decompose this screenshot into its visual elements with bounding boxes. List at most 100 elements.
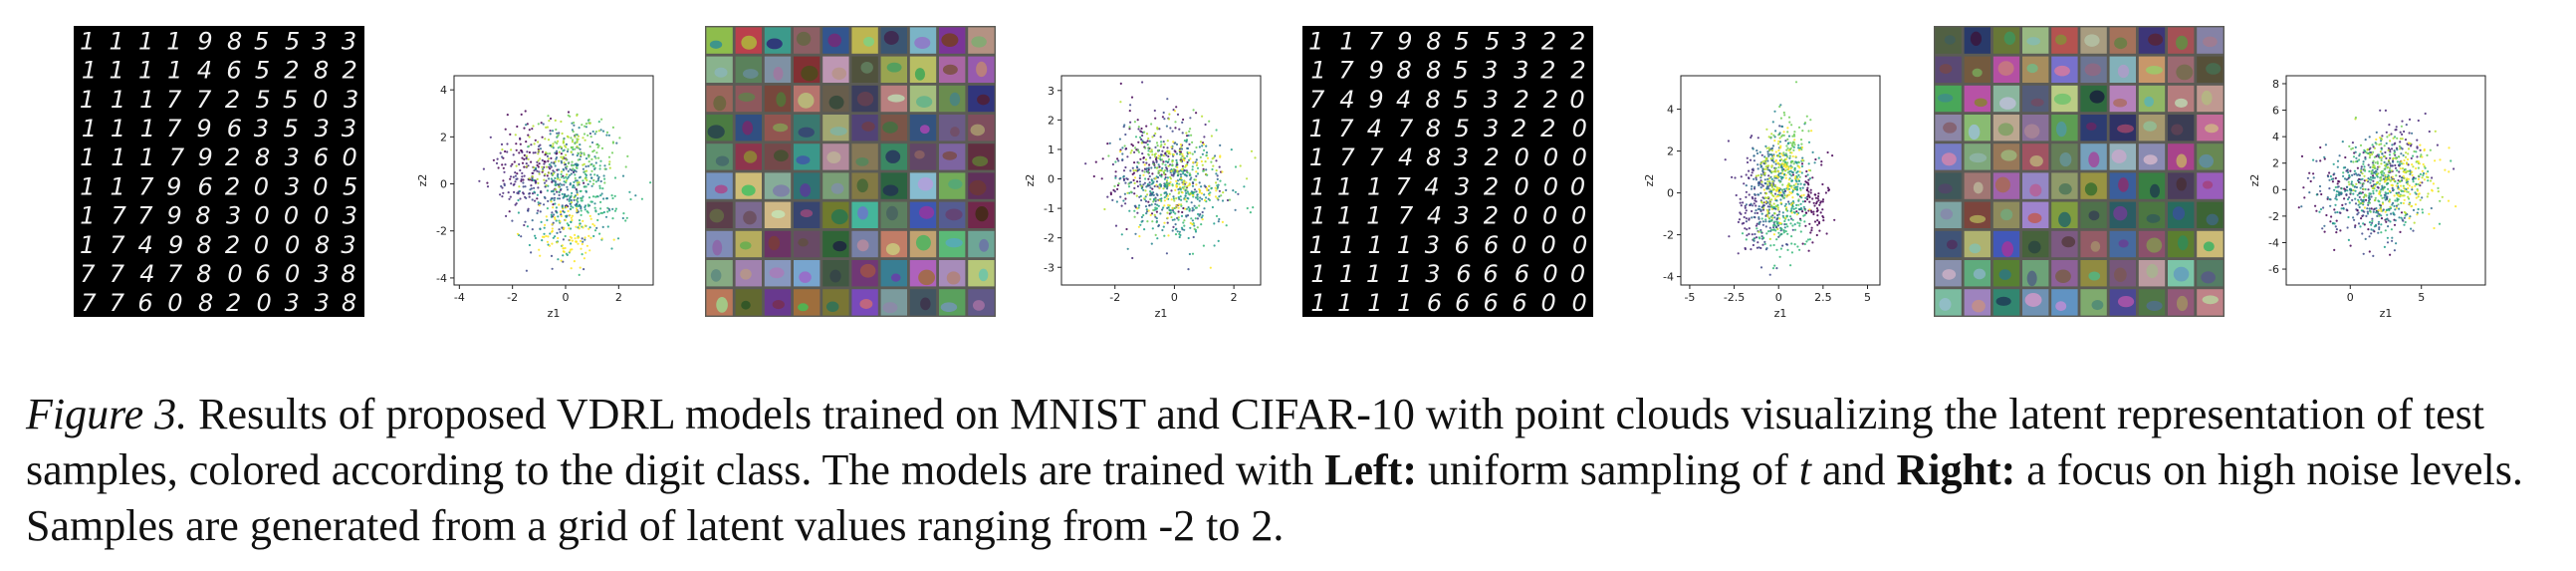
scatter-point	[2411, 173, 2414, 176]
scatter-point	[585, 210, 588, 213]
scatter-point	[1776, 186, 1779, 189]
scatter-point	[2431, 189, 2434, 192]
scatter-point	[1767, 136, 1770, 139]
scatter-point	[1792, 188, 1795, 191]
scatter-point	[2422, 173, 2425, 176]
scatter-point	[1780, 232, 1783, 235]
scatter-point	[1807, 193, 1810, 196]
scatter-point	[1741, 232, 1745, 235]
generated-image-tile	[735, 289, 762, 316]
scatter-point	[2392, 160, 2395, 163]
scatter-point	[595, 151, 598, 154]
generated-image-tile	[1992, 56, 2020, 83]
scatter-point	[1743, 221, 1746, 224]
scatter-point	[2360, 167, 2363, 170]
scatter-point	[1215, 189, 1218, 192]
scatter-point	[1779, 201, 1782, 204]
scatter-point	[566, 185, 569, 188]
generated-image-tile	[2109, 85, 2136, 113]
scatter-point	[516, 172, 519, 175]
scatter-point	[2347, 170, 2350, 174]
scatter-point	[1773, 166, 1776, 169]
scatter-point	[2355, 185, 2358, 189]
generated-image-tile	[2109, 27, 2136, 54]
scatter-point	[551, 130, 555, 133]
scatter-point	[568, 197, 572, 201]
scatter-point	[1751, 209, 1754, 213]
scatter-point	[2385, 162, 2388, 165]
scatter-point	[1817, 220, 1821, 223]
scatter-point	[1156, 203, 1159, 206]
scatter-point	[2403, 198, 2406, 201]
scatter-point	[2372, 150, 2375, 153]
scatter-point	[1168, 150, 1171, 153]
scatter-point	[1790, 217, 1793, 220]
scatter-point	[585, 157, 588, 160]
scatter-point	[1756, 222, 1758, 225]
scatter-point	[545, 179, 548, 182]
scatter-point	[1134, 169, 1137, 172]
scatter-point	[1782, 111, 1785, 115]
generated-digit: 1	[111, 115, 125, 143]
scatter-point	[555, 128, 558, 132]
scatter-point	[567, 223, 571, 227]
scatter-point	[1171, 184, 1174, 187]
scatter-point	[595, 226, 598, 229]
scatter-point	[2399, 141, 2402, 143]
scatter-point	[1780, 158, 1783, 161]
scatter-point	[1744, 247, 1747, 251]
scatter-point	[518, 185, 521, 188]
scatter-point	[1120, 233, 1123, 236]
generated-digit: 1	[1367, 231, 1382, 259]
scatter-point	[2373, 155, 2376, 158]
scatter-point	[1820, 160, 1823, 163]
scatter-point	[1791, 200, 1795, 203]
scatter-point	[2338, 180, 2341, 183]
scatter-point	[1199, 155, 1202, 158]
scatter-point	[1756, 241, 1759, 244]
scatter-point	[551, 267, 554, 270]
scatter-point	[1759, 228, 1762, 232]
scatter-point	[2410, 205, 2413, 208]
generated-digit: 3	[315, 289, 330, 317]
scatter-point	[1190, 201, 1193, 204]
scatter-point	[584, 205, 586, 209]
scatter-point	[2348, 196, 2351, 199]
generated-image-tile	[880, 85, 907, 113]
scatter-point	[1777, 140, 1780, 143]
generated-image-tile	[822, 85, 849, 113]
mnist-digit-grid: 1 1 7 9 8 5 5 3 2 21 7 9 8 8 5 3 3 2 27 4 9 4 8 5 3 2 2 01 7 4 7 8 5 3 2 2 0…	[1308, 27, 1587, 317]
scatter-point	[1745, 195, 1748, 198]
scatter-point	[1797, 143, 1800, 146]
scatter-point	[2350, 180, 2353, 183]
scatter-point	[1751, 135, 1754, 138]
scatter-point	[2382, 188, 2385, 191]
scatter-point	[1763, 242, 1766, 245]
scatter-point	[1196, 166, 1200, 169]
scatter-point	[2386, 136, 2389, 139]
scatter-point	[567, 169, 570, 172]
scatter-point	[1786, 225, 1789, 228]
scatter-point	[533, 143, 536, 145]
scatter-point	[1141, 134, 1144, 138]
scatter-point	[2436, 143, 2439, 146]
scatter-point	[538, 204, 541, 207]
scatter-point	[1773, 197, 1776, 200]
scatter-point	[574, 176, 577, 179]
scatter-point	[1798, 222, 1801, 225]
scatter-point	[1129, 151, 1132, 154]
generated-digit: 9	[1397, 27, 1412, 55]
generated-digit: 4	[197, 57, 212, 85]
scatter-point	[1786, 186, 1789, 189]
scatter-point	[2373, 176, 2376, 179]
scatter-point	[1152, 162, 1155, 165]
scatter-point	[2300, 154, 2304, 157]
generated-image-tile	[794, 260, 820, 287]
scatter-point	[573, 124, 576, 127]
scatter-point	[2397, 155, 2400, 158]
scatter-point	[1144, 195, 1147, 198]
scatter-point	[1799, 219, 1802, 222]
scatter-point	[2395, 126, 2398, 129]
scatter-point	[1226, 198, 1230, 202]
